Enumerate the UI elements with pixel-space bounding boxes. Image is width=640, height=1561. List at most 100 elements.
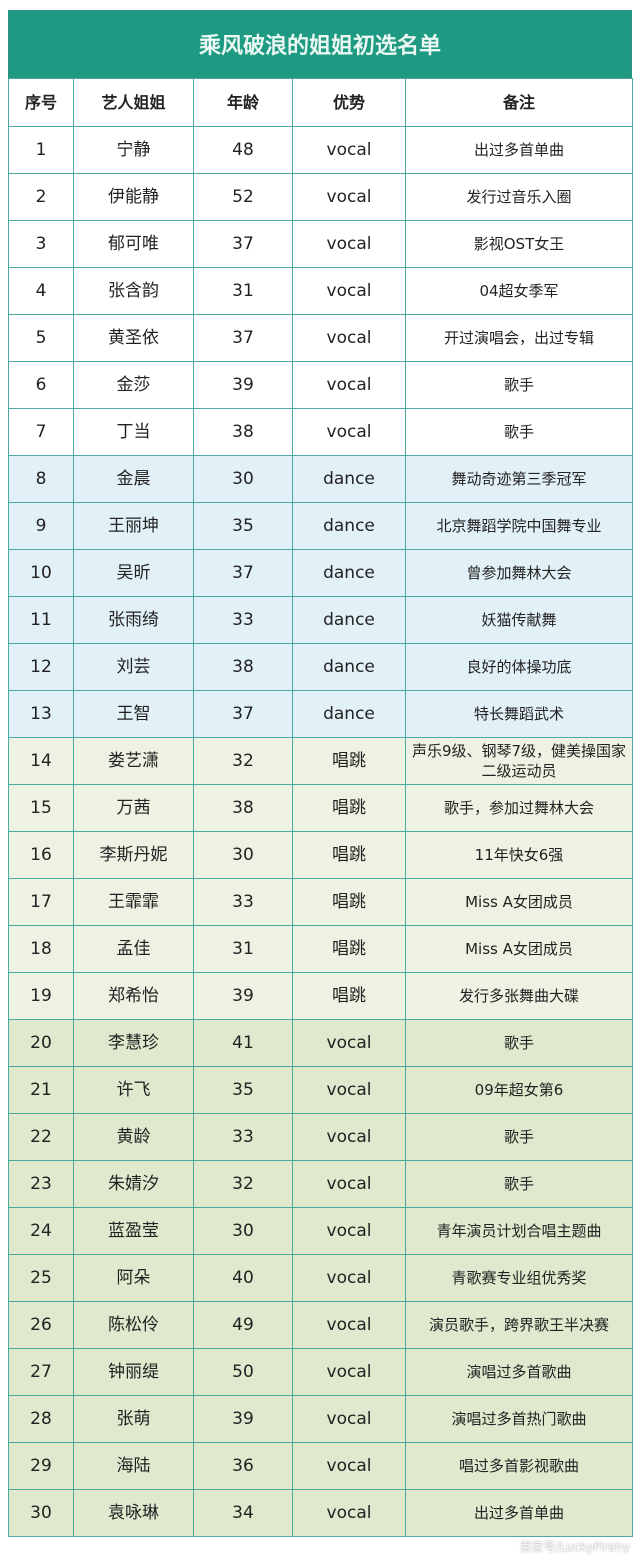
cell-age: 40 xyxy=(193,1254,293,1302)
cell-index: 23 xyxy=(8,1160,74,1208)
cell-note: 开过演唱会，出过专辑 xyxy=(405,314,633,362)
cell-strength: vocal xyxy=(292,220,406,268)
list-table-container: 乘风破浪的姐姐初选名单 序号 艺人姐姐 年龄 优势 备注 1 宁静 48 vocal 出… xyxy=(8,10,633,1537)
cell-strength: vocal xyxy=(292,361,406,409)
cell-strength: vocal xyxy=(292,126,406,174)
cell-name: 钟丽缇 xyxy=(73,1348,194,1396)
cell-note: 北京舞蹈学院中国舞专业 xyxy=(405,502,633,550)
cell-name: 李斯丹妮 xyxy=(73,831,194,879)
cell-name: 张萌 xyxy=(73,1395,194,1443)
cell-name: 郑希怡 xyxy=(73,972,194,1020)
table-row: 14 娄艺潇 32 唱跳 声乐9级、钢琴7级，健美操国家二级运动员 xyxy=(8,737,633,785)
table-row: 17 王霏霏 33 唱跳 Miss A女团成员 xyxy=(8,878,633,926)
table-row: 8 金晨 30 dance 舞动奇迹第三季冠军 xyxy=(8,455,633,503)
table-row: 24 蓝盈莹 30 vocal 青年演员计划合唱主题曲 xyxy=(8,1207,633,1255)
cell-name: 王霏霏 xyxy=(73,878,194,926)
cell-strength: vocal xyxy=(292,314,406,362)
cell-strength: vocal xyxy=(292,267,406,315)
table-row: 23 朱婧汐 32 vocal 歌手 xyxy=(8,1160,633,1208)
cell-strength: vocal xyxy=(292,1207,406,1255)
cell-strength: vocal xyxy=(292,1066,406,1114)
cell-index: 22 xyxy=(8,1113,74,1161)
cell-index: 8 xyxy=(8,455,74,503)
cell-strength: dance xyxy=(292,549,406,597)
cell-name: 王智 xyxy=(73,690,194,738)
header-name: 艺人姐姐 xyxy=(73,78,194,127)
cell-note: 曾参加舞林大会 xyxy=(405,549,633,597)
cell-strength: vocal xyxy=(292,173,406,221)
cell-index: 10 xyxy=(8,549,74,597)
header-strength: 优势 xyxy=(292,78,406,127)
table-row: 28 张萌 39 vocal 演唱过多首热门歌曲 xyxy=(8,1395,633,1443)
cell-note: 影视OST女王 xyxy=(405,220,633,268)
cell-name: 万茜 xyxy=(73,784,194,832)
cell-strength: vocal xyxy=(292,1489,406,1537)
cell-name: 王丽坤 xyxy=(73,502,194,550)
cell-name: 娄艺潇 xyxy=(73,737,194,785)
cell-name: 孟佳 xyxy=(73,925,194,973)
cell-strength: vocal xyxy=(292,1160,406,1208)
cell-age: 36 xyxy=(193,1442,293,1490)
cell-name: 海陆 xyxy=(73,1442,194,1490)
cell-note: 演员歌手，跨界歌王半决赛 xyxy=(405,1301,633,1349)
cell-age: 52 xyxy=(193,173,293,221)
cell-note: Miss A女团成员 xyxy=(405,878,633,926)
cell-strength: vocal xyxy=(292,1301,406,1349)
table-row: 2 伊能静 52 vocal 发行过音乐入圈 xyxy=(8,173,633,221)
cell-name: 张含韵 xyxy=(73,267,194,315)
cell-age: 39 xyxy=(193,361,293,409)
cell-note: 声乐9级、钢琴7级，健美操国家二级运动员 xyxy=(405,737,633,785)
cell-strength: 唱跳 xyxy=(292,878,406,926)
cell-age: 37 xyxy=(193,549,293,597)
table-row: 1 宁静 48 vocal 出过多首单曲 xyxy=(8,126,633,174)
cell-strength: dance xyxy=(292,455,406,503)
cell-age: 41 xyxy=(193,1019,293,1067)
watermark: 百家号/LuckyFirehy xyxy=(519,1540,630,1554)
cell-index: 12 xyxy=(8,643,74,691)
cell-strength: dance xyxy=(292,690,406,738)
cell-note: 出过多首单曲 xyxy=(405,126,633,174)
cell-age: 37 xyxy=(193,220,293,268)
cell-name: 吴昕 xyxy=(73,549,194,597)
cell-note: 歌手 xyxy=(405,1019,633,1067)
cell-note: 11年快女6强 xyxy=(405,831,633,879)
cell-note: 演唱过多首热门歌曲 xyxy=(405,1395,633,1443)
cell-index: 13 xyxy=(8,690,74,738)
table-row: 6 金莎 39 vocal 歌手 xyxy=(8,361,633,409)
cell-age: 33 xyxy=(193,878,293,926)
contestant-table: 序号 艺人姐姐 年龄 优势 备注 1 宁静 48 vocal 出过多首单曲 2 伊能静 52 v… xyxy=(8,78,633,1537)
cell-note: Miss A女团成员 xyxy=(405,925,633,973)
cell-note: 妖猫传献舞 xyxy=(405,596,633,644)
cell-index: 7 xyxy=(8,408,74,456)
cell-note: 发行多张舞曲大碟 xyxy=(405,972,633,1020)
cell-index: 2 xyxy=(8,173,74,221)
cell-index: 30 xyxy=(8,1489,74,1537)
cell-index: 19 xyxy=(8,972,74,1020)
cell-note: 青歌赛专业组优秀奖 xyxy=(405,1254,633,1302)
cell-note: 良好的体操功底 xyxy=(405,643,633,691)
cell-name: 丁当 xyxy=(73,408,194,456)
cell-index: 3 xyxy=(8,220,74,268)
cell-index: 4 xyxy=(8,267,74,315)
cell-age: 38 xyxy=(193,784,293,832)
cell-strength: vocal xyxy=(292,1442,406,1490)
table-row: 16 李斯丹妮 30 唱跳 11年快女6强 xyxy=(8,831,633,879)
cell-strength: dance xyxy=(292,502,406,550)
table-row: 9 王丽坤 35 dance 北京舞蹈学院中国舞专业 xyxy=(8,502,633,550)
table-row: 3 郁可唯 37 vocal 影视OST女王 xyxy=(8,220,633,268)
table-row: 7 丁当 38 vocal 歌手 xyxy=(8,408,633,456)
cell-note: 09年超女第6 xyxy=(405,1066,633,1114)
cell-note: 04超女季军 xyxy=(405,267,633,315)
cell-age: 38 xyxy=(193,643,293,691)
table-row: 20 李慧珍 41 vocal 歌手 xyxy=(8,1019,633,1067)
cell-strength: vocal xyxy=(292,1395,406,1443)
cell-strength: dance xyxy=(292,596,406,644)
cell-strength: vocal xyxy=(292,1254,406,1302)
cell-index: 26 xyxy=(8,1301,74,1349)
cell-index: 24 xyxy=(8,1207,74,1255)
table-row: 18 孟佳 31 唱跳 Miss A女团成员 xyxy=(8,925,633,973)
cell-name: 黄圣依 xyxy=(73,314,194,362)
table-row: 25 阿朵 40 vocal 青歌赛专业组优秀奖 xyxy=(8,1254,633,1302)
cell-name: 许飞 xyxy=(73,1066,194,1114)
cell-age: 30 xyxy=(193,831,293,879)
